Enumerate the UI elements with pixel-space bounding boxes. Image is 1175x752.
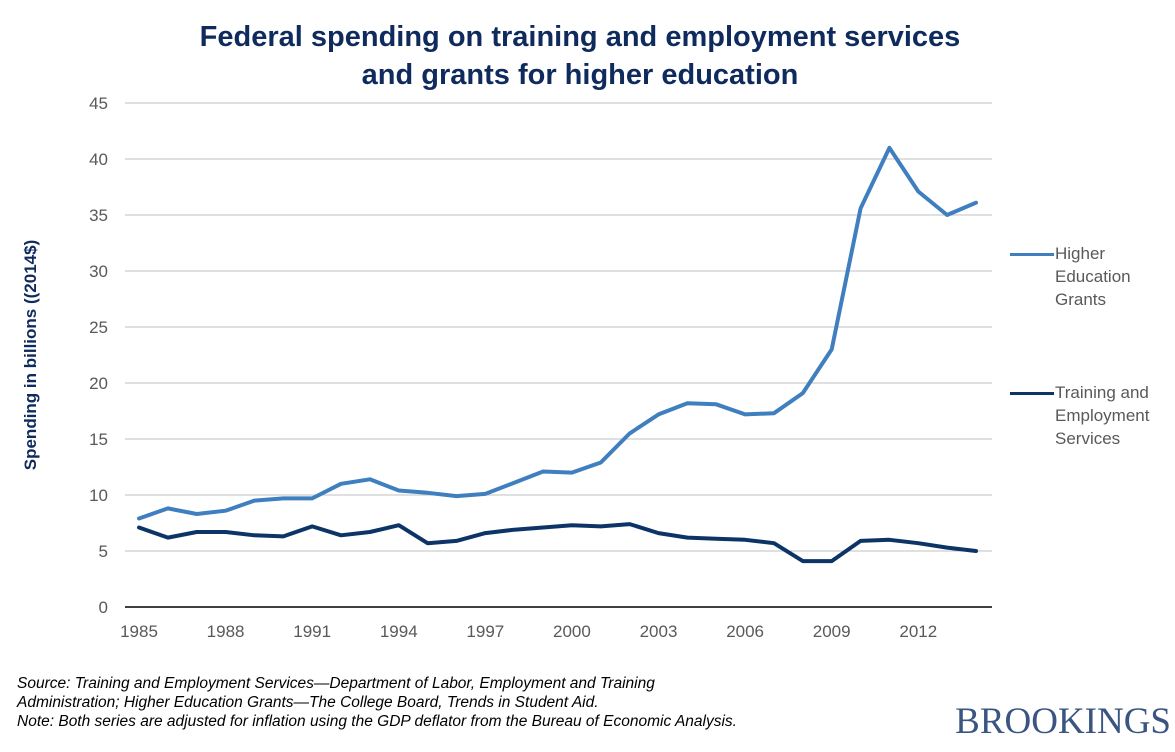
y-tick-label: 10 bbox=[89, 486, 108, 505]
y-tick-label: 5 bbox=[99, 542, 108, 561]
x-tick-label: 1988 bbox=[207, 622, 245, 641]
x-tick-label: 1991 bbox=[293, 622, 331, 641]
legend-text-line: Services bbox=[1055, 429, 1121, 448]
legend-swatch-training bbox=[1010, 392, 1054, 395]
series-line-training bbox=[137, 522, 978, 564]
chart-title-line-1: Federal spending on training and employm… bbox=[199, 21, 961, 53]
source-line-2: Administration; Higher Education Grants—… bbox=[17, 694, 599, 711]
gridlines bbox=[125, 102, 992, 608]
y-tick-label: 35 bbox=[89, 206, 108, 225]
legend-text-line: Education bbox=[1055, 267, 1131, 286]
line-chart: 0 5 10 15 20 25 30 35 40 45 1985 1988 1991 1994 1997 2… bbox=[89, 94, 992, 641]
chart-title-line-2: and grants for higher education bbox=[361, 59, 799, 91]
x-tick-label: 1985 bbox=[120, 622, 158, 641]
source-line-1: Source: Training and Employment Services… bbox=[17, 675, 655, 692]
legend-text-line: Employment bbox=[1055, 406, 1150, 425]
x-tick-labels: 1985 1988 1991 1994 1997 2000 2003 2006 2009 2012 bbox=[120, 622, 937, 641]
x-tick-label: 2000 bbox=[553, 622, 591, 641]
source-note: Source: Training and Employment Services… bbox=[17, 674, 917, 731]
chart-title: Federal spending on training and employm… bbox=[0, 18, 1160, 94]
x-tick-label: 2012 bbox=[899, 622, 937, 641]
legend-swatch-higher-education bbox=[1010, 253, 1054, 256]
legend-text-line: Higher bbox=[1055, 244, 1106, 263]
y-tick-label: 0 bbox=[99, 598, 108, 617]
legend-label-training: Training and Employment Services bbox=[1055, 381, 1175, 450]
x-tick-label: 2006 bbox=[726, 622, 764, 641]
x-tick-label: 1994 bbox=[380, 622, 418, 641]
note-line: Note: Both series are adjusted for infla… bbox=[17, 713, 737, 730]
series-line-higher-education bbox=[137, 145, 978, 521]
legend-label-higher-education: Higher Education Grants bbox=[1055, 242, 1175, 311]
y-tick-label: 30 bbox=[89, 262, 108, 281]
y-tick-label: 15 bbox=[89, 430, 108, 449]
y-tick-label: 45 bbox=[89, 94, 108, 113]
y-tick-label: 40 bbox=[89, 150, 108, 169]
x-tick-label: 2003 bbox=[640, 622, 678, 641]
series-lines bbox=[137, 145, 978, 564]
legend-text-line: Training and bbox=[1055, 383, 1149, 402]
y-tick-label: 25 bbox=[89, 318, 108, 337]
legend-text-line: Grants bbox=[1055, 290, 1107, 309]
brookings-logo: BROOKINGS bbox=[955, 701, 1171, 742]
y-tick-labels: 0 5 10 15 20 25 30 35 40 45 bbox=[89, 94, 108, 617]
y-tick-label: 20 bbox=[89, 374, 108, 393]
x-tick-label: 1997 bbox=[466, 622, 504, 641]
x-tick-label: 2009 bbox=[813, 622, 851, 641]
